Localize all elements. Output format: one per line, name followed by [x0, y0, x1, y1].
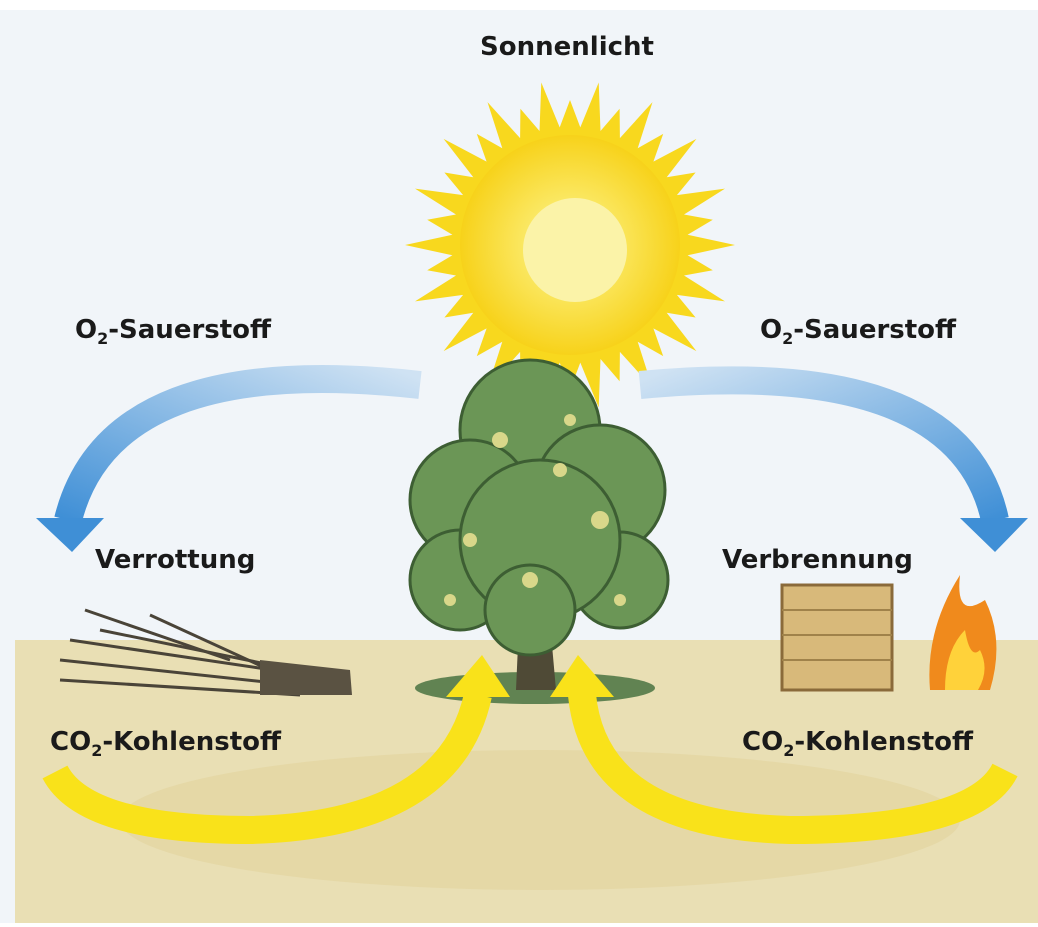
label-part: -Kohlenstoff	[794, 727, 974, 757]
label-part: -Sauerstoff	[793, 315, 957, 345]
page: Sonnenlicht O2-Sauerstoff O2-Sauerstoff …	[0, 0, 1038, 923]
subscript: 2	[91, 741, 102, 760]
sun-core	[523, 198, 627, 302]
title: Sonnenlicht	[480, 32, 654, 62]
label-part: CO	[742, 727, 783, 757]
subscript: 2	[783, 741, 794, 760]
top-border	[0, 0, 1038, 10]
subscript: 2	[782, 329, 793, 348]
label-part: -Sauerstoff	[108, 315, 272, 345]
label-part: CO	[50, 727, 91, 757]
diagram: Sonnenlicht O2-Sauerstoff O2-Sauerstoff …	[0, 0, 1038, 923]
carbon-label: CO2-Kohlenstoff	[50, 727, 282, 760]
label-part: O	[75, 315, 97, 345]
woodpile	[782, 585, 892, 690]
process-label: Verbrennung	[722, 545, 913, 575]
subscript: 2	[97, 329, 108, 348]
label-part: O	[760, 315, 782, 345]
label-part: -Kohlenstoff	[102, 727, 282, 757]
carbon-label: CO2-Kohlenstoff	[742, 727, 974, 760]
process-label: Verrottung	[95, 545, 255, 575]
